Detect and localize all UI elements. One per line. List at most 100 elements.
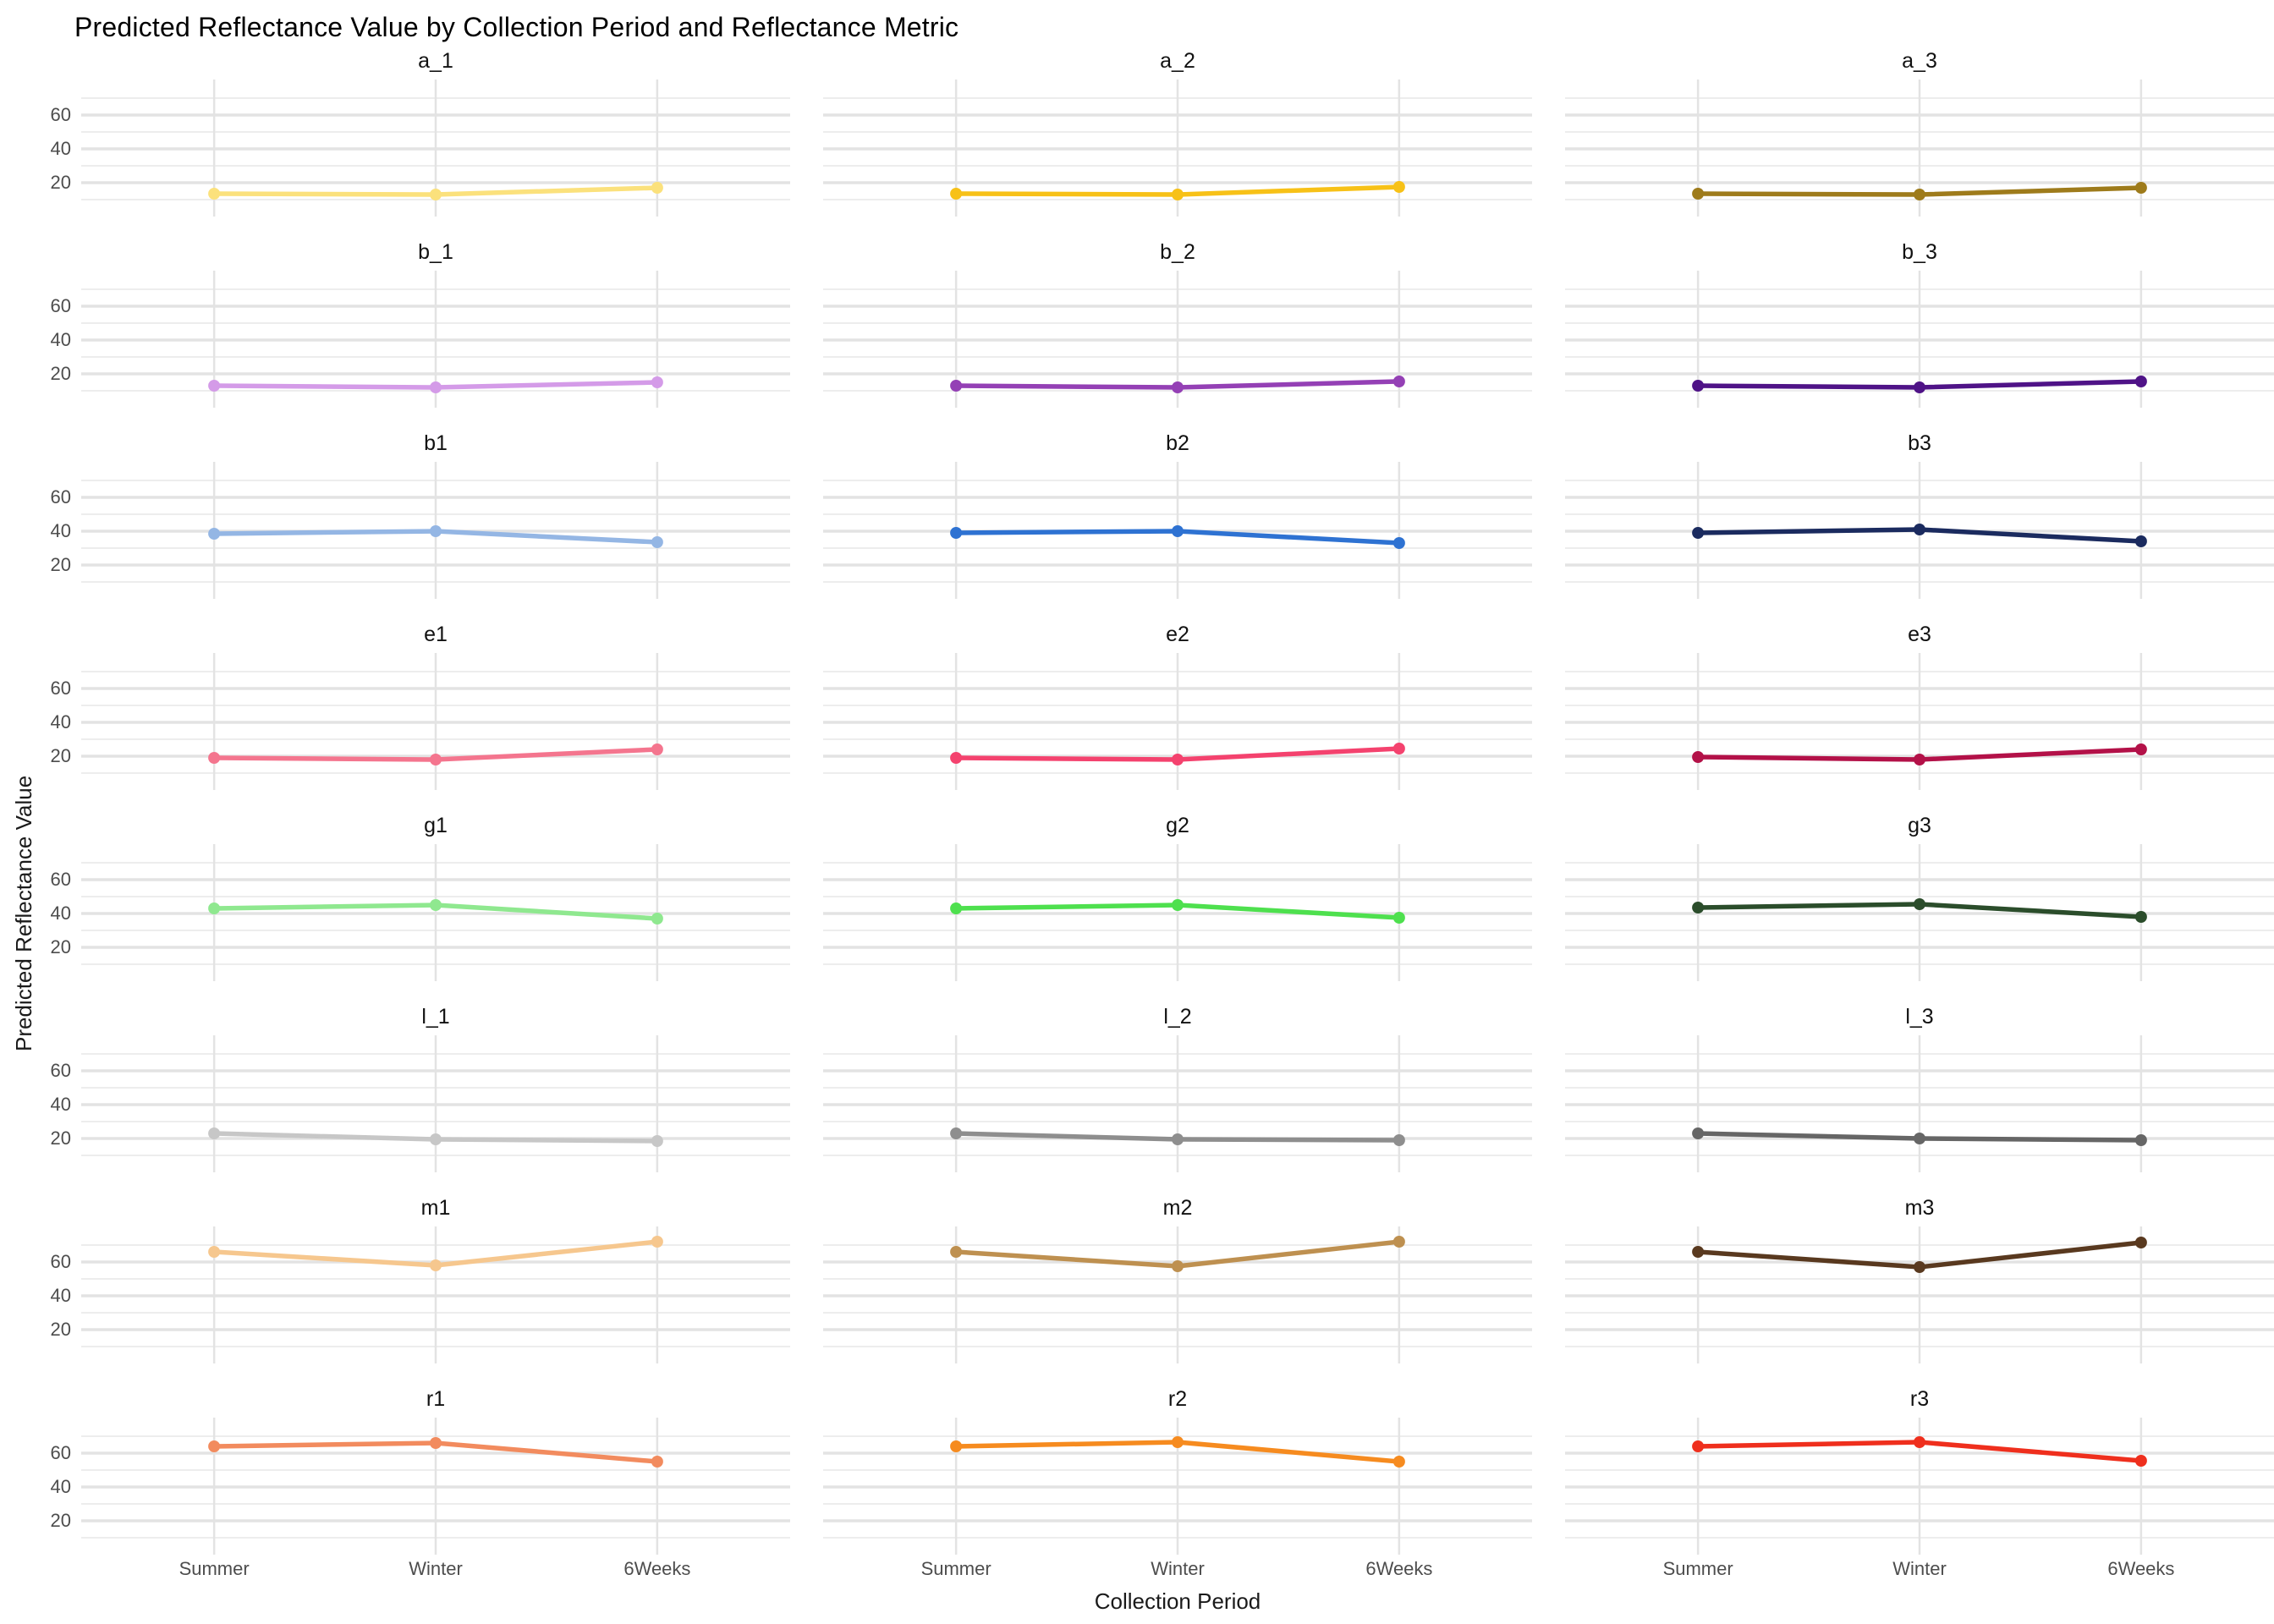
data-point [2134,911,2147,923]
data-point [2134,1237,2147,1248]
data-point [1392,1456,1405,1468]
x-axis-title: Collection Period [1094,1588,1261,1614]
data-point [1392,912,1405,924]
facet-panel-g3: g3 [1565,809,2274,1000]
y-tick-label: 40 [50,138,71,159]
facet-plot-area [81,462,790,599]
data-point [2134,182,2147,194]
y-tick-label: 40 [50,1285,71,1306]
facet-row: 20 40 60 e1 e2 e3 [0,617,2274,809]
facet-plot-area [1565,1226,2274,1363]
facet-panel-a_2: a_2 [823,44,1532,235]
facet-plot-area [81,271,790,408]
x-tick-label: Winter [1151,1558,1205,1579]
data-point [651,182,663,194]
y-tick-label: 60 [50,104,71,125]
data-point [208,528,221,540]
facet-panel-e1: e1 [81,617,790,809]
y-tick-label: 40 [50,520,71,541]
y-tick-label: 20 [50,745,71,766]
facet-plot-area [823,80,1532,217]
data-point [2134,1134,2147,1146]
facet-title: r1 [426,1387,446,1411]
facet-title: a_1 [418,49,453,73]
x-tick-label: 6Weeks [2107,1558,2175,1579]
plot-title: Predicted Reflectance Value by Collectio… [74,12,959,42]
data-point [651,1236,663,1248]
x-tick-label: Winter [409,1558,463,1579]
facet-panel-m2: m2 [823,1191,1532,1382]
data-point [208,380,221,392]
facet-plot-area [1565,1418,2274,1555]
data-point [430,899,442,911]
facet-title: g1 [424,814,448,837]
facet-panel-b3: b3 [1565,426,2274,617]
data-point [1692,751,1705,763]
data-point [651,743,663,755]
facet-plot-area [1565,80,2274,217]
facet-title: b_3 [1902,240,1937,264]
facet-title: e1 [424,623,448,646]
facet-title: b2 [1166,431,1189,455]
data-point [950,903,963,914]
facet-title: l_3 [1905,1005,1934,1029]
facet-plot-area [81,80,790,217]
data-point [1172,899,1184,911]
facet-panel-b_1: b_1 [81,235,790,426]
data-point [651,536,663,548]
data-point [208,752,221,764]
data-point [1172,1436,1184,1448]
facet-panel-b_3: b_3 [1565,235,2274,426]
facet-row: 20 40 60 b1 b2 b3 [0,426,2274,617]
facet-plot-area [823,653,1532,790]
data-point [1172,1260,1184,1272]
facet-plot-area [1565,1035,2274,1172]
facet-plot-area [823,271,1532,408]
facet-title: b_2 [1160,240,1195,264]
data-point [430,754,442,765]
x-tick-label: Summer [920,1558,991,1579]
data-point [1692,188,1705,200]
data-point [950,527,963,539]
facet-panel-e2: e2 [823,617,1532,809]
facet-title: e2 [1166,623,1189,646]
data-point [1692,527,1705,539]
x-tick-column: Summer Winter 6Weeks [1565,1558,2274,1583]
data-point [430,189,442,200]
data-point [1692,902,1705,914]
x-tick-label: 6Weeks [623,1558,691,1579]
data-point [208,188,221,200]
facet-title: m2 [1162,1196,1193,1220]
data-point [1914,1261,1925,1273]
data-point [2134,535,2147,547]
x-tick-label: Winter [1892,1558,1947,1579]
y-tick-label: 20 [50,172,71,193]
facet-panel-a_1: a_1 [81,44,790,235]
facet-title: b_1 [418,240,453,264]
facet-plot-area [823,462,1532,599]
data-point [1392,1134,1405,1146]
data-point [950,1127,963,1139]
facet-plot-area [1565,653,2274,790]
facet-panel-e3: e3 [1565,617,2274,809]
facet-title: m1 [420,1196,451,1220]
y-tick-label: 60 [50,1442,71,1463]
data-point [430,1133,442,1145]
facet-title: r2 [1167,1387,1188,1411]
y-tick-label: 40 [50,1094,71,1115]
facet-plot-area [81,844,790,981]
data-point [1914,381,1925,393]
y-tick-label: 60 [50,1060,71,1081]
facet-plot-area [81,1418,790,1555]
facet-panel-m3: m3 [1565,1191,2274,1382]
data-point [208,1127,221,1139]
y-tick-label: 60 [50,295,71,316]
data-point [950,752,963,764]
facet-plot-area [81,1226,790,1363]
data-point [208,1440,221,1452]
data-point [430,1259,442,1271]
facet-plot-area [1565,271,2274,408]
facet-title: l_2 [1163,1005,1192,1029]
data-point [2134,376,2147,387]
